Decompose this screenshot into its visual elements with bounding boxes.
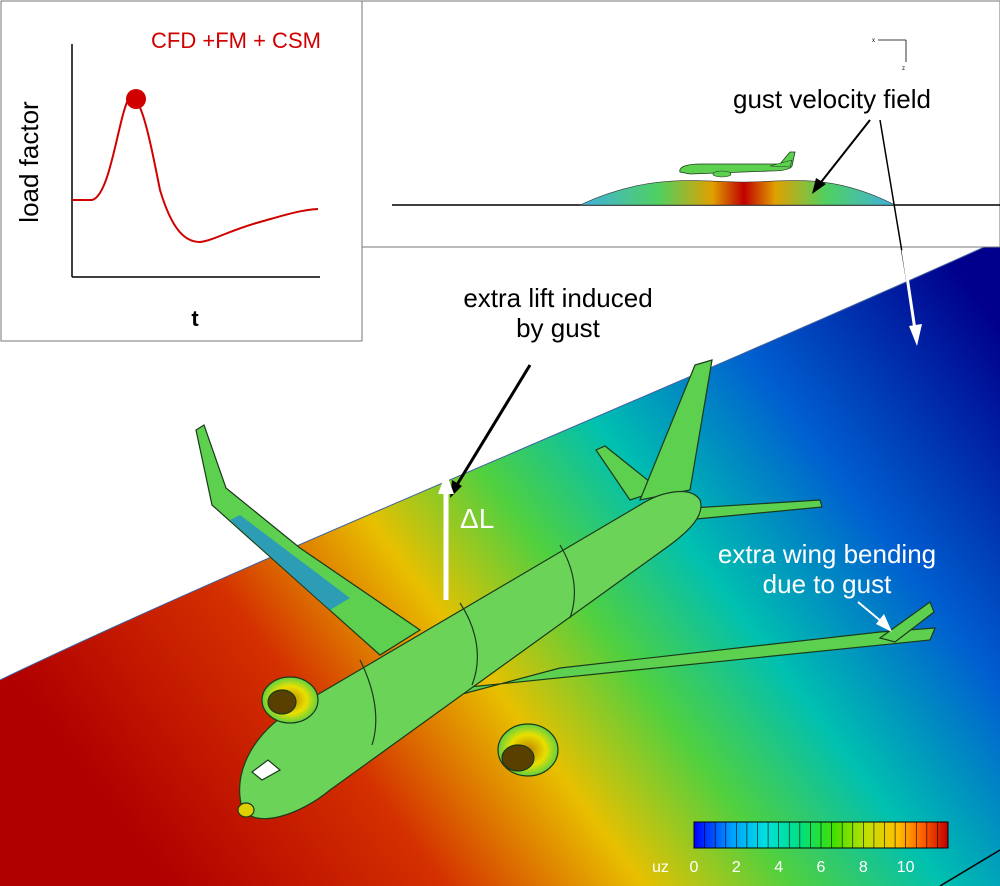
fuselage-ring	[359, 659, 377, 746]
bending-label-line1: extra wing bending	[718, 539, 936, 569]
delta-L-arrow-head	[438, 472, 454, 494]
bending-label-line2: due to gust	[763, 569, 892, 599]
colorbar-dividers	[704, 822, 938, 848]
colorbar-tick-label: 10	[897, 859, 915, 876]
gust-pointer-head	[812, 178, 826, 194]
colorbar: uz 0 2 4 6 8 10	[652, 821, 949, 876]
right-wing-tip	[878, 601, 935, 643]
colorbar-tick-label: 8	[859, 859, 868, 876]
right-engine-inlet	[501, 744, 535, 772]
lift-label-line2: by gust	[516, 313, 601, 343]
gust-velocity-label: gust velocity field	[733, 84, 931, 114]
colorbar-variable: uz	[652, 859, 669, 876]
axis-triad-z-label: z	[902, 66, 905, 72]
bending-pointer-line	[857, 601, 883, 623]
colorbar-tick-label: 6	[817, 859, 826, 876]
lift-label-line1: extra lift induced	[463, 283, 652, 313]
aircraft-nose	[237, 802, 255, 818]
lift-annotation: extra lift induced by gust ΔL	[438, 283, 653, 600]
fuselage-ring	[559, 544, 575, 619]
cockpit-window	[251, 759, 282, 781]
fuselage-ring	[459, 602, 478, 686]
colorbar-tick-label: 2	[732, 859, 741, 876]
colorbar-tick-label: 0	[690, 859, 699, 876]
corner-line	[939, 849, 1000, 886]
lift-pointer-line	[453, 364, 532, 489]
axis-triad-x-label: x	[872, 38, 875, 44]
gust-pointer-line-white	[901, 249, 917, 331]
plot-x-label: t	[191, 306, 199, 331]
delta-L-label: ΔL	[460, 503, 494, 534]
load-factor-panel	[0, 0, 363, 342]
axis-triad: x z	[872, 38, 907, 72]
gust-surface	[0, 240, 1000, 886]
bending-pointer-head	[876, 614, 892, 632]
gust-pointer-line	[817, 119, 871, 187]
plot-y-label: load factor	[14, 101, 44, 223]
aircraft-model	[195, 359, 936, 820]
peak-marker	[126, 89, 146, 109]
load-factor-curve	[72, 97, 319, 244]
colorbar-tick-label: 4	[774, 859, 783, 876]
left-engine-inlet	[267, 689, 297, 715]
side-engine	[712, 170, 732, 178]
plot-legend: CFD +FM + CSM	[151, 28, 321, 53]
left-wing	[195, 424, 422, 656]
fuselage	[239, 491, 702, 820]
left-wing-blue-band	[230, 515, 350, 610]
colorbar-ticks: 0 2 4 6 8 10	[690, 859, 915, 876]
top-view-panel	[361, 0, 1000, 248]
bending-annotation: extra wing bending due to gust	[718, 539, 936, 632]
gust-pointer-head-white	[909, 324, 922, 346]
side-h-tail	[769, 159, 793, 168]
side-fuselage	[679, 151, 796, 175]
side-view-aircraft	[679, 151, 796, 178]
